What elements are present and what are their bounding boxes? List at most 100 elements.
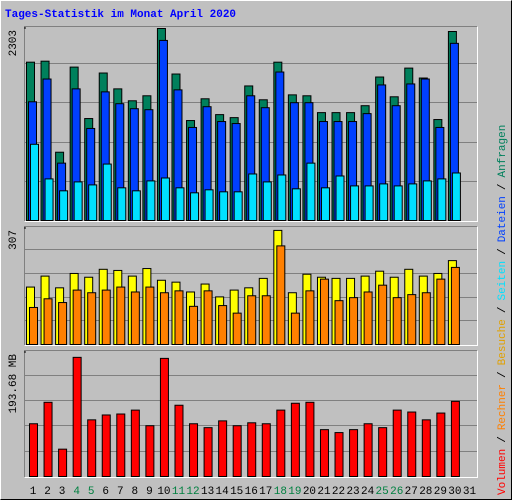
bar <box>451 172 461 221</box>
bar <box>262 181 272 222</box>
x-tick-label: 19 <box>288 486 301 498</box>
panel-edge-light <box>24 26 478 222</box>
bar <box>29 423 38 477</box>
panel-edge-light <box>24 226 478 346</box>
x-tick-label: 25 <box>376 486 389 498</box>
bar <box>421 292 431 345</box>
x-tick-label: 12 <box>186 486 199 498</box>
bar <box>233 191 243 222</box>
x-tick-label: 3 <box>59 486 66 498</box>
bar <box>247 422 257 478</box>
bar <box>407 411 417 478</box>
bar <box>232 312 242 345</box>
bar <box>43 401 53 477</box>
x-tick-label: 2 <box>44 486 51 498</box>
bar <box>204 189 214 222</box>
x-tick-label: 5 <box>88 486 95 498</box>
bar <box>349 429 359 478</box>
bar <box>232 425 242 477</box>
chart-title: Tages-Statistik im Monat April 2020 <box>5 9 236 21</box>
bar <box>190 192 200 221</box>
bar <box>189 305 199 345</box>
x-tick-label: 10 <box>157 486 170 498</box>
bar <box>145 286 155 345</box>
x-tick-label: 13 <box>201 486 214 498</box>
x-tick-label: 15 <box>230 486 243 498</box>
bar <box>175 187 185 222</box>
bar <box>117 187 127 222</box>
bar <box>159 357 169 477</box>
x-tick-label: 30 <box>448 486 461 498</box>
bar <box>408 183 418 222</box>
bar <box>59 190 69 221</box>
legend-entry: Seiten <box>497 261 509 301</box>
x-tick-label: 24 <box>361 486 375 498</box>
x-tick-label: 23 <box>346 486 359 498</box>
bar <box>290 312 300 345</box>
bar <box>393 185 403 222</box>
bar <box>43 298 53 345</box>
bar <box>101 289 111 345</box>
x-tick-label: 29 <box>434 486 447 498</box>
bar <box>349 297 359 345</box>
bar <box>159 292 169 345</box>
bar <box>218 305 228 345</box>
bar <box>319 429 329 478</box>
bar <box>291 188 301 221</box>
bar <box>219 191 229 222</box>
bar <box>436 278 446 346</box>
panel-edge-dark <box>24 350 478 478</box>
legend-separator: / <box>497 436 509 443</box>
bar <box>306 162 316 221</box>
bar <box>407 294 417 345</box>
bar <box>174 290 184 345</box>
bar <box>379 183 389 222</box>
legend-separator: / <box>497 371 509 378</box>
bar <box>72 289 82 345</box>
bar <box>87 292 97 345</box>
bar <box>58 302 68 345</box>
bar <box>392 297 402 345</box>
x-tick-label: 22 <box>332 486 345 498</box>
bar <box>72 356 82 478</box>
bar <box>421 419 431 478</box>
bar <box>277 174 287 221</box>
bar <box>189 423 199 477</box>
bar <box>276 245 286 345</box>
x-tick-label: 28 <box>419 486 432 498</box>
bar <box>30 143 39 221</box>
bar <box>334 432 344 478</box>
bar <box>305 290 315 345</box>
x-tick-label: 21 <box>317 486 331 498</box>
bar <box>378 427 388 478</box>
x-tick-label: 4 <box>73 486 80 498</box>
x-tick-label: 31 <box>463 486 477 498</box>
bar <box>130 291 140 345</box>
x-tick-label: 6 <box>102 486 109 498</box>
x-tick-label: 27 <box>405 486 418 498</box>
bar <box>203 290 213 345</box>
bar <box>203 427 213 478</box>
panel-edge-light <box>24 350 478 478</box>
bar <box>392 409 402 477</box>
bar <box>247 295 257 345</box>
x-tick-label: 18 <box>274 486 287 498</box>
bar <box>130 409 140 477</box>
x-tick-label: 26 <box>390 486 403 498</box>
bar <box>87 419 97 478</box>
bar <box>101 414 111 478</box>
x-tick-label: 9 <box>146 486 153 498</box>
bar <box>73 181 83 222</box>
bar <box>334 300 344 345</box>
bar <box>363 423 373 477</box>
legend-entry: Besuche <box>497 319 509 365</box>
bar <box>290 402 300 477</box>
x-tick-label: 17 <box>259 486 272 498</box>
legend-entry: Volumen <box>497 449 509 495</box>
bar <box>248 173 258 222</box>
legend: Volumen / Rechner / Besuche / Seiten / Dateien / A… <box>497 125 509 495</box>
y-tick-label: 2303 <box>8 30 20 56</box>
bar <box>145 425 155 477</box>
bar <box>422 180 432 221</box>
legend-separator: / <box>497 248 509 255</box>
